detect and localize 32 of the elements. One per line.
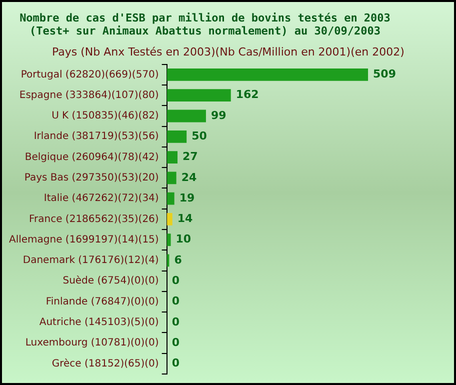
- data-label: 6: [174, 253, 182, 266]
- y-tick-label: Pays Bas (297350)(53)(20): [24, 172, 159, 184]
- data-label: 50: [192, 130, 208, 142]
- chart-title: Nombre de cas d'ESB par million de bovins testés en 2003 (Test+ sur Animaux Abattus normalement) au 30/09/2003: [20, 11, 390, 38]
- y-tick-label: Suède (6754)(0)(0): [62, 276, 159, 287]
- data-label: 14: [177, 212, 194, 226]
- y-tick-label: Autriche (145103)(5)(0): [39, 316, 159, 328]
- data-label: 0: [172, 274, 180, 287]
- y-tick-label: Luxembourg (10781)(0)(0): [25, 338, 159, 349]
- data-label: 10: [176, 232, 192, 246]
- data-label: 27: [182, 150, 198, 164]
- y-tick-label: Espagne (333864)(107)(80): [19, 90, 159, 101]
- data-label: 162: [236, 88, 259, 102]
- y-tick-label: Italie (467262)(72)(34): [44, 193, 159, 204]
- data-label: 509: [373, 68, 396, 81]
- data-label: 99: [210, 108, 226, 122]
- data-label: 0: [172, 336, 180, 349]
- y-tick-label: Allemagne (1699197)(14)(15): [8, 234, 159, 246]
- data-label: 0: [172, 315, 180, 328]
- data-label: 19: [179, 191, 195, 204]
- y-tick-label: Danemark (176176)(12)(4): [22, 255, 159, 266]
- y-tick-label: Finlande (76847)(0)(0): [46, 296, 159, 308]
- data-label: 24: [181, 170, 197, 184]
- y-tick-label: Belgique (260964)(78)(42): [24, 152, 159, 163]
- data-label: 0: [172, 356, 180, 370]
- y-tick-label: U K (150835)(46)(82): [52, 110, 159, 122]
- y-tick-label: Grèce (18152)(65)(0): [52, 358, 159, 370]
- y-tick-label: Irlande (381719)(53)(56): [34, 131, 159, 142]
- y-tick-label: France (2186562)(35)(26): [29, 214, 159, 225]
- data-label: 0: [172, 294, 180, 308]
- y-axis-title: Pays (Nb Anx Testés en 2003)(Nb Cas/Million en 2001)(en 2002): [52, 45, 404, 58]
- y-tick-label: Portugal (62820)(669)(570): [20, 69, 159, 80]
